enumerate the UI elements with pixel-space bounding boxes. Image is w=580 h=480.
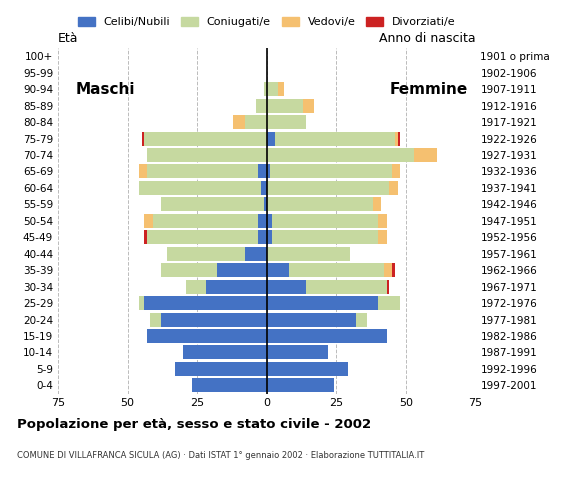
Bar [267, 197, 372, 211]
Bar [142, 132, 144, 145]
Text: COMUNE DI VILLAFRANCA SICULA (AG) · Dati ISTAT 1° gennaio 2002 · Elaborazione TU: COMUNE DI VILLAFRANCA SICULA (AG) · Dati… [17, 451, 425, 460]
Bar [273, 214, 378, 228]
Bar [414, 148, 437, 162]
Bar [398, 132, 400, 145]
Bar [139, 165, 147, 179]
Bar [273, 230, 378, 244]
Bar [144, 132, 267, 145]
Bar [267, 263, 289, 277]
Bar [161, 197, 264, 211]
Bar [264, 197, 267, 211]
Bar [233, 115, 245, 129]
Bar [245, 247, 267, 261]
Bar [147, 329, 267, 343]
Bar [267, 115, 306, 129]
Bar [267, 346, 328, 360]
Text: Anno di nascita: Anno di nascita [379, 32, 476, 45]
Bar [267, 312, 356, 326]
Bar [139, 296, 144, 310]
Bar [144, 230, 147, 244]
Bar [395, 132, 398, 145]
Bar [166, 247, 245, 261]
Bar [384, 263, 392, 277]
Bar [267, 132, 275, 145]
Bar [267, 362, 347, 376]
Bar [356, 312, 367, 326]
Bar [144, 214, 153, 228]
Bar [259, 165, 267, 179]
Bar [267, 165, 270, 179]
Bar [372, 197, 381, 211]
Bar [147, 230, 259, 244]
Bar [261, 181, 267, 195]
Bar [267, 98, 303, 113]
Bar [205, 280, 267, 294]
Bar [175, 362, 267, 376]
Bar [161, 263, 217, 277]
Bar [191, 378, 267, 392]
Bar [264, 82, 267, 96]
Bar [306, 280, 386, 294]
Bar [139, 181, 261, 195]
Bar [161, 312, 267, 326]
Bar [389, 181, 398, 195]
Bar [378, 296, 400, 310]
Bar [217, 263, 267, 277]
Bar [259, 230, 267, 244]
Bar [267, 329, 386, 343]
Bar [267, 148, 414, 162]
Bar [183, 346, 267, 360]
Bar [303, 98, 314, 113]
Bar [267, 280, 306, 294]
Bar [267, 296, 378, 310]
Bar [144, 296, 267, 310]
Text: Femmine: Femmine [389, 82, 467, 96]
Bar [147, 148, 267, 162]
Text: Età: Età [58, 32, 78, 45]
Bar [245, 115, 267, 129]
Bar [392, 165, 400, 179]
Bar [278, 82, 284, 96]
Bar [186, 280, 205, 294]
Bar [378, 214, 386, 228]
Bar [256, 98, 267, 113]
Bar [153, 214, 259, 228]
Bar [267, 378, 334, 392]
Bar [267, 214, 273, 228]
Bar [386, 280, 389, 294]
Bar [289, 263, 384, 277]
Bar [275, 132, 395, 145]
Bar [267, 181, 389, 195]
Bar [378, 230, 386, 244]
Bar [392, 263, 395, 277]
Legend: Celibi/Nubili, Coniugati/e, Vedovi/e, Divorziati/e: Celibi/Nubili, Coniugati/e, Vedovi/e, Di… [74, 12, 460, 32]
Bar [150, 312, 161, 326]
Bar [267, 82, 278, 96]
Bar [259, 214, 267, 228]
Text: Maschi: Maschi [75, 82, 135, 96]
Bar [270, 165, 392, 179]
Bar [267, 247, 350, 261]
Bar [147, 165, 259, 179]
Bar [267, 230, 273, 244]
Text: Popolazione per età, sesso e stato civile - 2002: Popolazione per età, sesso e stato civil… [17, 418, 372, 431]
